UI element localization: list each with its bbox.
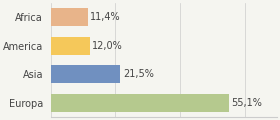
Text: 55,1%: 55,1% [232,98,262,108]
Text: 12,0%: 12,0% [92,41,123,51]
Bar [51,94,229,112]
Bar [51,66,120,83]
Text: 21,5%: 21,5% [123,69,154,79]
Text: 11,4%: 11,4% [90,12,121,22]
Bar [51,37,90,54]
Bar [51,8,88,26]
